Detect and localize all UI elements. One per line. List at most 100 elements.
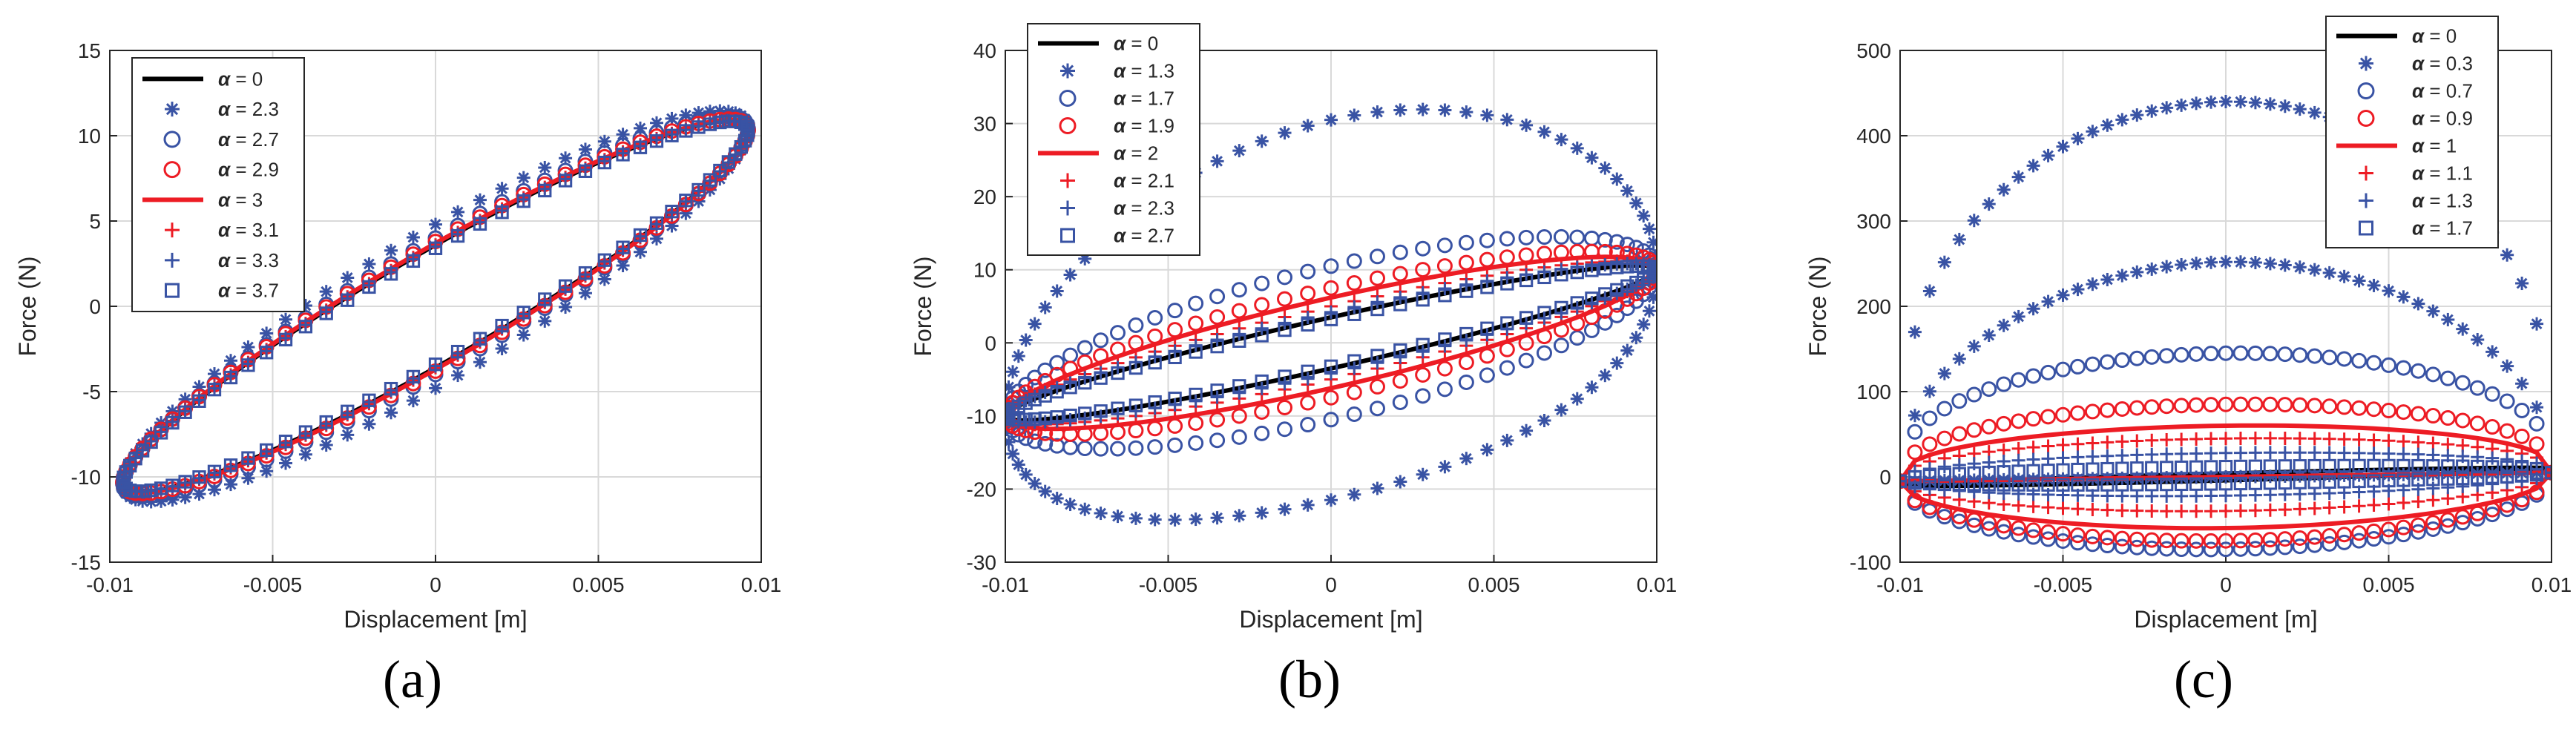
y-tick-label: -15 xyxy=(71,551,101,574)
data-point xyxy=(1585,263,1599,277)
data-point xyxy=(1128,398,1143,412)
data-point xyxy=(406,369,421,384)
data-point xyxy=(2188,541,2204,558)
data-point xyxy=(1500,113,1514,127)
x-tick-label: 0.01 xyxy=(741,573,782,596)
data-point xyxy=(192,394,206,408)
legend: α = 0 α = 2.3 α = 2.7 α = 2.9 α = 3 α = 3.1 α … xyxy=(131,57,305,312)
data-point xyxy=(1981,381,1997,398)
y-tick-label: 300 xyxy=(1856,210,1891,233)
data-point xyxy=(1598,257,1612,271)
series-line xyxy=(1005,254,1657,432)
data-point xyxy=(2469,415,2485,432)
data-point xyxy=(1479,232,1495,248)
data-point xyxy=(1078,406,1092,421)
data-point xyxy=(1324,366,1338,380)
data-point xyxy=(2441,312,2455,326)
data-point xyxy=(1951,426,1968,442)
y-tick-label: -10 xyxy=(967,405,996,428)
data-point xyxy=(2143,399,2160,415)
data-point xyxy=(1019,412,1033,426)
data-point xyxy=(2248,446,2262,460)
legend-box xyxy=(1027,23,1200,256)
data-point xyxy=(1642,304,1656,318)
data-point xyxy=(2456,322,2470,336)
data-point xyxy=(2025,411,2042,427)
y-tick-label: 20 xyxy=(973,185,996,208)
data-point xyxy=(2456,479,2470,493)
data-point xyxy=(703,173,717,187)
data-point xyxy=(2041,501,2055,515)
data-point xyxy=(2410,406,2426,422)
legend-entry: α = 0 xyxy=(1114,33,1158,55)
data-point xyxy=(1063,268,1077,282)
data-point xyxy=(2292,538,2308,555)
data-point xyxy=(2529,468,2544,482)
data-point xyxy=(1480,321,1494,335)
data-point xyxy=(558,279,573,293)
data-point xyxy=(1210,390,1224,404)
data-point xyxy=(2485,451,2500,465)
data-point xyxy=(178,475,192,489)
data-point xyxy=(1277,399,1293,415)
data-point xyxy=(2307,105,2322,119)
data-point xyxy=(1128,511,1143,525)
data-point xyxy=(2040,364,2057,380)
data-point xyxy=(1346,253,1362,269)
data-point xyxy=(1937,255,1951,269)
data-point xyxy=(1255,134,1269,148)
data-point xyxy=(2395,519,2411,535)
data-point xyxy=(2145,461,2159,475)
data-point xyxy=(2336,399,2353,415)
data-point xyxy=(2056,501,2070,515)
data-point xyxy=(2337,458,2351,473)
data-point xyxy=(2026,499,2040,513)
data-point xyxy=(538,292,552,306)
data-point xyxy=(1050,492,1064,506)
data-point xyxy=(2056,478,2070,492)
data-point xyxy=(1347,307,1361,321)
data-point xyxy=(2499,501,2515,518)
data-point xyxy=(1922,476,1937,491)
data-point xyxy=(1416,286,1430,300)
data-point xyxy=(1908,325,1922,339)
data-point xyxy=(578,286,592,300)
y-tick-label: 5 xyxy=(89,210,101,233)
data-point xyxy=(2426,304,2440,318)
y-tick-label: 30 xyxy=(973,113,996,136)
data-point xyxy=(2367,458,2381,473)
data-point xyxy=(1951,393,1968,409)
data-point xyxy=(2351,400,2368,416)
data-point xyxy=(2173,346,2189,363)
data-point xyxy=(2188,346,2204,362)
data-point xyxy=(384,406,398,420)
data-point xyxy=(1967,339,1981,353)
data-point xyxy=(1967,214,1981,228)
data-point xyxy=(1300,395,1316,411)
data-point xyxy=(450,228,465,243)
data-point xyxy=(2247,396,2264,412)
data-point xyxy=(2086,436,2100,450)
x-tick-label: -0.01 xyxy=(86,573,134,596)
legend-entry: α = 2.3 xyxy=(1114,197,1174,220)
data-point xyxy=(2025,529,2042,545)
data-point xyxy=(2426,436,2440,450)
data-point xyxy=(495,205,509,220)
data-point xyxy=(1063,498,1077,512)
legend-entry: α = 2.3 xyxy=(218,98,279,120)
data-point xyxy=(1554,268,1568,282)
legend-entry: α = 2.1 xyxy=(1114,170,1174,192)
data-point xyxy=(2145,262,2159,276)
data-point xyxy=(2411,297,2425,311)
data-point xyxy=(1438,103,1452,117)
data-point xyxy=(2500,460,2514,475)
data-point xyxy=(2071,502,2085,516)
data-point xyxy=(1049,355,1065,371)
data-point xyxy=(1300,417,1316,433)
data-point xyxy=(1629,196,1643,210)
data-point xyxy=(2322,487,2336,501)
data-point xyxy=(1438,460,1452,474)
data-point xyxy=(1323,389,1339,406)
legend-entry: α = 2.9 xyxy=(218,159,279,181)
data-point xyxy=(2115,478,2129,492)
